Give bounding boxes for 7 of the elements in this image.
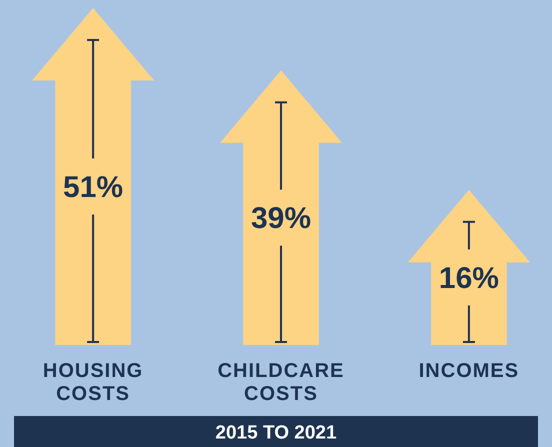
text: 2015 TO 2021 bbox=[215, 422, 337, 444]
data-label: 16% bbox=[438, 262, 499, 295]
data-label: 51% bbox=[63, 171, 124, 204]
x-tick-label: HOUSING COSTS bbox=[42, 360, 144, 405]
data-label: 39% bbox=[250, 202, 312, 236]
x-tick-label: CHILDCARE COSTS bbox=[218, 360, 344, 405]
x-tick-label: INCOMES bbox=[418, 360, 520, 382]
